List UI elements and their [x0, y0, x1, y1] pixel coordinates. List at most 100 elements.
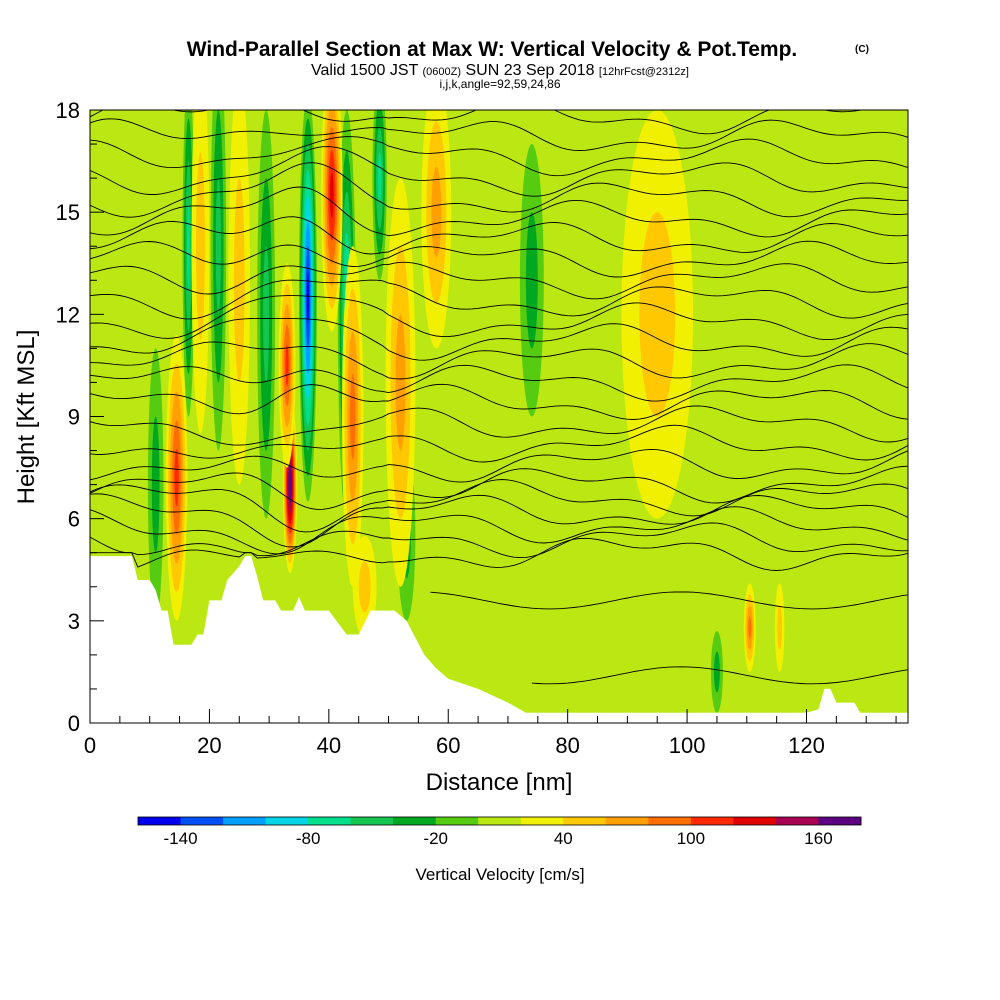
plot-area — [90, 110, 908, 723]
colorbar: -140 -80 -20 40 100 160 — [137, 816, 862, 848]
y-tick-label: 3 — [68, 609, 80, 634]
chart-subtitle: Valid 1500 JST (0600Z) SUN 23 Sep 2018 [… — [311, 62, 689, 79]
y-tick-label: 15 — [56, 200, 80, 225]
theta-contour — [90, 162, 908, 218]
updraft-band — [330, 172, 334, 218]
x-tick-label: 100 — [669, 733, 706, 758]
colorbar-swatch — [308, 817, 352, 825]
x-tick-label: 20 — [197, 733, 221, 758]
theta-contour — [90, 479, 908, 533]
colorbar-swatch — [520, 817, 564, 825]
theta-contour-deep — [531, 666, 908, 685]
theta-contour — [90, 364, 908, 402]
updraft-6 — [341, 246, 364, 587]
y-tick-label: 0 — [68, 711, 80, 736]
colorbar-tick-label: -140 — [164, 829, 198, 848]
forecast-label: [12hrFcst@2312z] — [599, 66, 689, 78]
updraft-band — [233, 178, 245, 383]
velocity-field — [147, 110, 785, 713]
updraft-band — [289, 474, 291, 495]
x-tick-label: 80 — [555, 733, 579, 758]
y-tick-label: 12 — [56, 302, 80, 327]
updraft-band — [285, 344, 289, 386]
theta-contour — [90, 537, 908, 571]
theta-contour — [90, 506, 908, 555]
downdraft-1 — [182, 110, 195, 417]
colorbar-label: Vertical Velocity [cm/s] — [415, 865, 584, 884]
theta-contour — [90, 136, 908, 177]
updraft-band — [395, 314, 406, 451]
colorbar-swatch — [605, 817, 649, 825]
theta-contour — [90, 261, 908, 300]
updraft-band — [748, 616, 752, 639]
downdraft-band — [263, 246, 270, 383]
x-tick-label: 60 — [436, 733, 460, 758]
copyright-mark: (C) — [855, 44, 869, 55]
theta-contour — [90, 186, 908, 238]
theta-contour — [90, 465, 908, 510]
valid-utc-label: (0600Z) — [423, 66, 462, 78]
theta-contour — [90, 216, 908, 255]
colorbar-swatch — [223, 817, 267, 825]
colorbar-swatch — [690, 817, 734, 825]
colorbar-tick-label: 40 — [554, 829, 573, 848]
valid-time-label: Valid 1500 JST — [311, 62, 419, 79]
y-tick-label: 9 — [68, 405, 80, 430]
theta-contour — [90, 424, 908, 463]
updraft-12 — [621, 110, 694, 519]
downdraft-band — [713, 651, 720, 693]
theta-contour — [90, 118, 908, 151]
updraft-9 — [421, 110, 452, 349]
updraft-band — [431, 166, 442, 258]
y-axis-label: Height [Kft MSL] — [13, 330, 40, 505]
colorbar-swatch — [393, 817, 437, 825]
theta-contour — [90, 341, 908, 380]
x-tick-label: 0 — [84, 733, 96, 758]
downdraft-band — [306, 271, 310, 323]
colorbar-swatch — [563, 817, 607, 825]
colorbar-tick-label: 160 — [804, 829, 832, 848]
colorbar-tick-label: 100 — [677, 829, 705, 848]
colorbar-swatch — [138, 817, 182, 825]
y-tick-label: 18 — [56, 98, 80, 123]
indices-label: i,j,k,angle=92,59,24,86 — [439, 77, 560, 91]
theta-contour — [90, 405, 908, 446]
downdraft-0 — [147, 348, 164, 621]
updraft-1 — [191, 110, 210, 434]
colorbar-swatch — [648, 817, 692, 825]
downdraft-6 — [372, 110, 387, 281]
updraft-band — [350, 373, 356, 460]
y-axis: 0 3 6 9 12 15 18 — [56, 98, 104, 736]
colorbar-swatch — [478, 817, 522, 825]
downdraft-2 — [210, 110, 227, 451]
colorbar-swatch — [180, 817, 224, 825]
y-tick-label: 6 — [68, 507, 80, 532]
colorbar-swatch — [733, 817, 777, 825]
updraft-8 — [385, 178, 416, 587]
updraft-10 — [743, 583, 756, 672]
downdraft-9 — [710, 631, 723, 713]
updraft-band — [639, 212, 676, 417]
downdraft-band — [215, 178, 221, 315]
colorbar-swatch — [775, 817, 819, 825]
updraft-2 — [228, 110, 251, 485]
downdraft-band — [377, 152, 382, 204]
theta-contour — [90, 240, 908, 278]
colorbar-swatch — [435, 817, 479, 825]
downdraft-4 — [298, 110, 317, 502]
updraft-11 — [774, 583, 785, 672]
theta-contour — [90, 493, 908, 548]
theta-contour — [90, 448, 908, 483]
downdraft-band — [525, 212, 538, 349]
theta-contour — [90, 317, 908, 361]
updraft-4 — [278, 263, 296, 468]
terrain-mask — [90, 556, 908, 723]
x-axis: 0 20 40 60 80 100 120 — [84, 709, 897, 758]
chart-title: Wind-Parallel Section at Max W: Vertical… — [187, 38, 798, 61]
updraft-0 — [165, 334, 188, 621]
downdraft-8 — [519, 144, 544, 417]
colorbar-swatch — [818, 817, 862, 825]
x-tick-label: 120 — [788, 733, 825, 758]
colorbar-frame — [137, 816, 862, 826]
